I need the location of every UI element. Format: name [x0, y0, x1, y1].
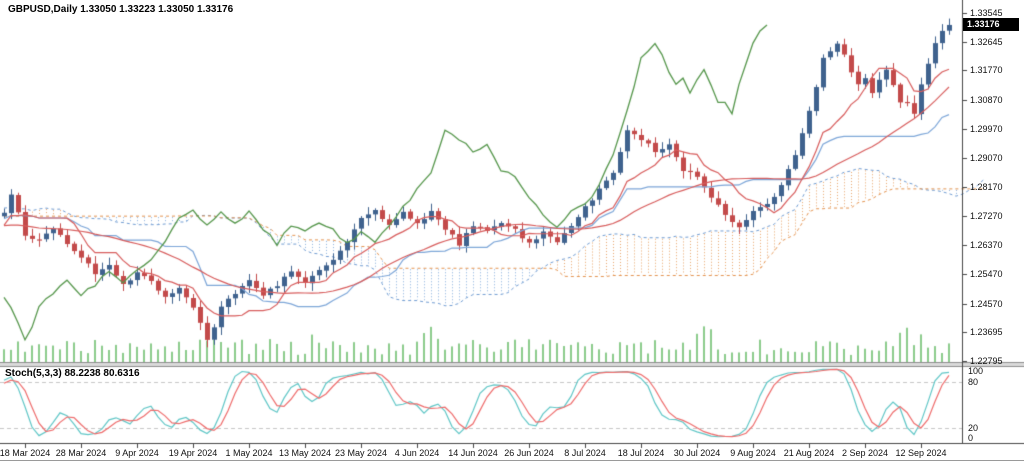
- date-axis-label: 18 Mar 2024: [0, 448, 51, 458]
- price-axis-label: 1.24570: [970, 298, 1003, 309]
- stoch-axis-label: 100: [968, 366, 984, 376]
- price-axis-label: 1.28170: [970, 182, 1003, 192]
- date-axis-label: 21 Aug 2024: [783, 448, 835, 458]
- price-axis-label: 1.23695: [970, 326, 1003, 337]
- date-axis-label: 14 Jun 2024: [448, 448, 498, 458]
- date-axis-label: 2 Sep 2024: [841, 448, 889, 458]
- date-axis-label: 9 Aug 2024: [730, 448, 776, 458]
- price-axis-label: 1.27270: [970, 211, 1003, 222]
- date-axis-label: 12 Sep 2024: [895, 448, 947, 458]
- date-axis-label: 4 Jun 2024: [394, 448, 440, 458]
- date-axis-label: 8 Jul 2024: [564, 448, 606, 458]
- date-axis-label: 19 Apr 2024: [168, 448, 218, 458]
- stoch-axis-label: 80: [968, 377, 979, 388]
- date-axis-label: 13 May 2024: [278, 448, 332, 458]
- date-axis-label: 1 May 2024: [225, 448, 273, 458]
- stoch-axis-label: 0: [968, 433, 974, 443]
- symbol-ohlc-label: GBPUSD,Daily 1.33050 1.33223 1.33050 1.3…: [8, 4, 234, 15]
- date-axis-label: 18 Jul 2024: [617, 448, 665, 458]
- price-axis-label: 1.26370: [970, 240, 1003, 251]
- price-axis-label: 1.22795: [970, 356, 1003, 366]
- price-axis-label: 1.29970: [970, 123, 1003, 134]
- price-axis-label: 1.32645: [970, 37, 1003, 48]
- price-axis-label: 1.30870: [970, 94, 1003, 105]
- date-axis-label: 28 Mar 2024: [55, 448, 107, 458]
- price-axis-label: 1.29070: [970, 152, 1003, 163]
- price-axis-label: 1.31770: [970, 65, 1003, 76]
- date-axis-label: 26 Jun 2024: [504, 448, 554, 458]
- price-axis-label: 1.33545: [970, 8, 1003, 18]
- date-axis-label: 9 Apr 2024: [115, 448, 159, 458]
- stoch-axis-label: 20: [968, 422, 979, 433]
- price-axis-label: 1.25470: [970, 269, 1003, 280]
- date-axis-label: 30 Jul 2024: [673, 448, 721, 458]
- date-axis-label: 23 May 2024: [334, 448, 388, 458]
- stoch-indicator-label: Stoch(5,3,3) 88.2238 80.6316: [5, 368, 140, 379]
- current-price-tag: 1.33176: [963, 18, 1019, 31]
